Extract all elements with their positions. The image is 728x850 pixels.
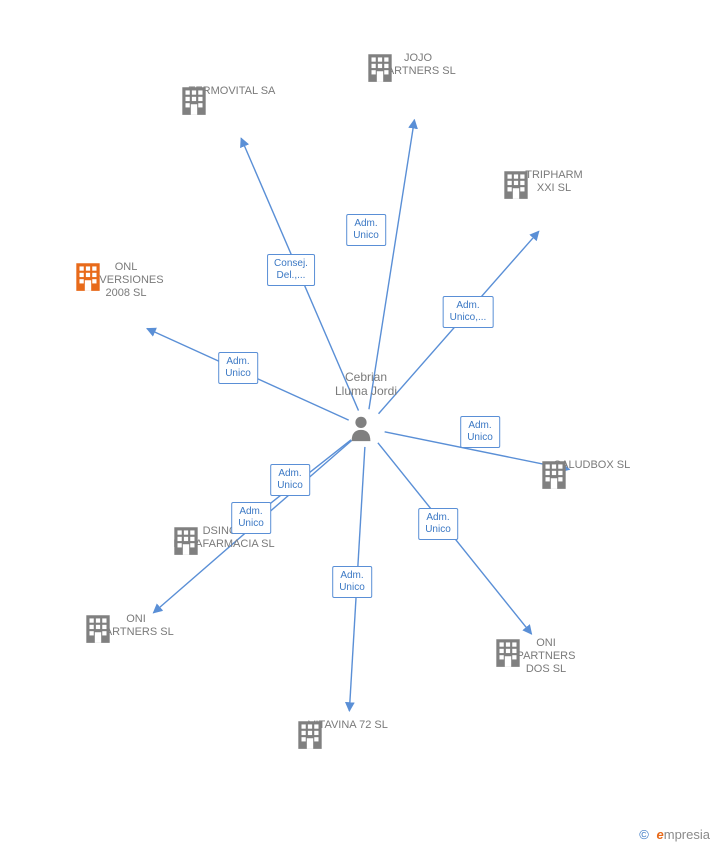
- brand-first-letter: e: [657, 827, 664, 842]
- edge-line: [147, 329, 349, 421]
- edge-line: [385, 432, 570, 470]
- center-node-label: Cebrian Lluma Jordi: [335, 370, 397, 398]
- copyright-symbol: ©: [639, 827, 649, 842]
- edge-line: [349, 447, 365, 711]
- network-edges: [0, 0, 728, 850]
- edge-line: [378, 443, 532, 634]
- footer-brand: © empresia: [639, 827, 710, 842]
- brand-rest: mpresia: [664, 827, 710, 842]
- edge-line: [369, 120, 414, 410]
- edge-line: [153, 440, 351, 612]
- edge-line: [379, 231, 539, 413]
- edge-line: [242, 440, 351, 526]
